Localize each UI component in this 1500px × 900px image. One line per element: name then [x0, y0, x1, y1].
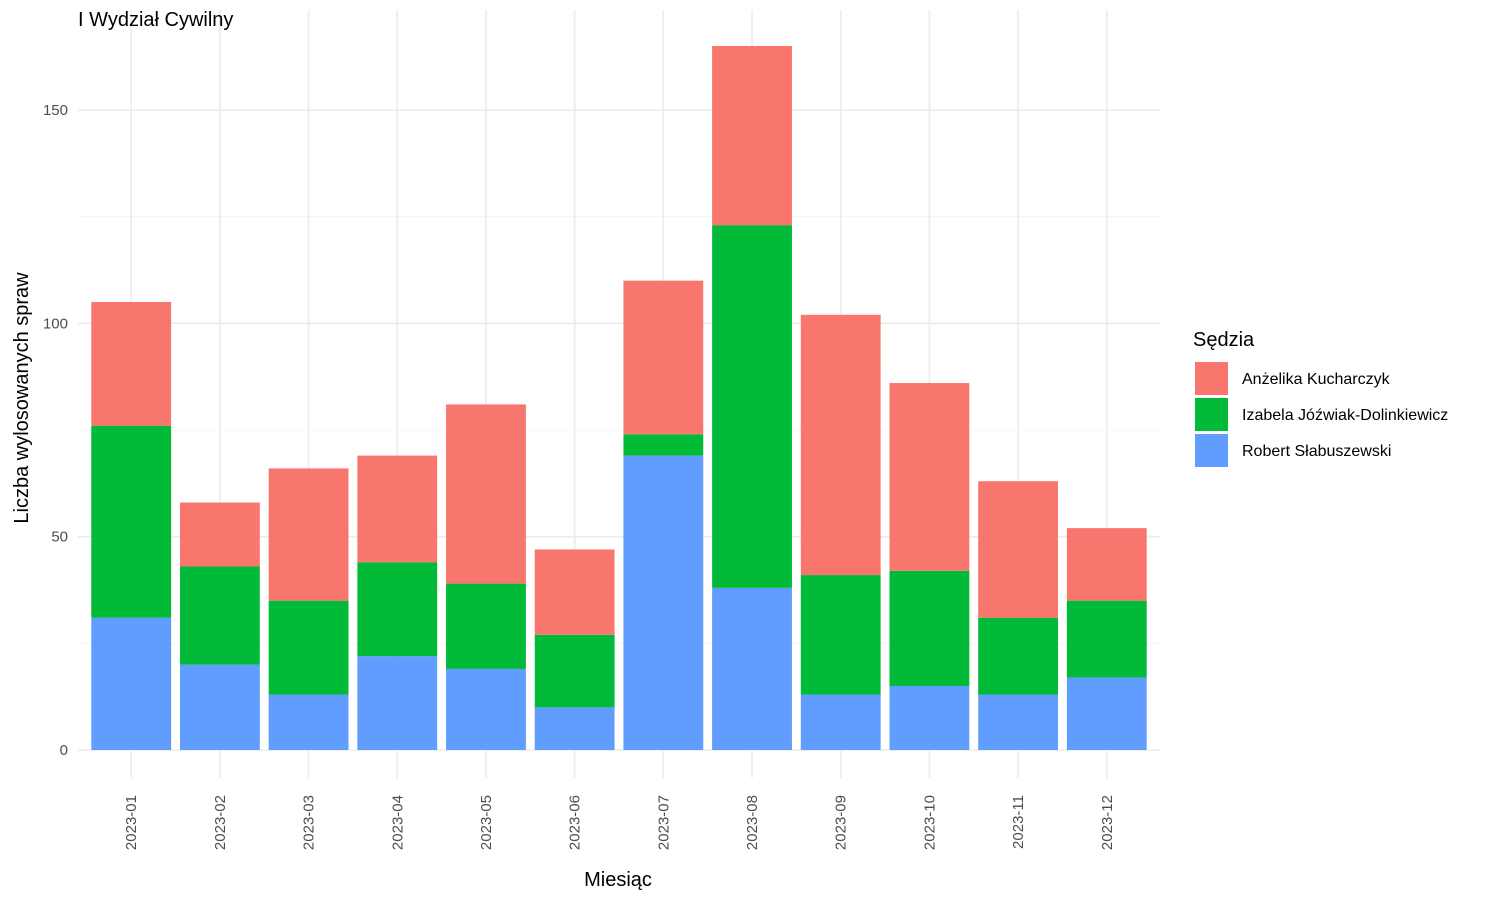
bar-segment — [978, 481, 1059, 618]
bar-segment — [889, 383, 970, 571]
bar-segment — [712, 587, 792, 750]
legend-label: Anżelika Kucharczyk — [1242, 371, 1391, 388]
x-tick-label: 2023-11 — [1010, 795, 1027, 849]
legend-label: Robert Słabuszewski — [1242, 443, 1391, 460]
x-axis-ticks: 2023-01 2023-02 2023-03 2023-04 2023-05 2023-… — [123, 795, 1116, 850]
bar-segment — [1066, 600, 1147, 678]
x-tick-label: 2023-05 — [478, 795, 495, 850]
bar-segment — [534, 634, 615, 708]
x-tick-label: 2023-04 — [389, 795, 406, 850]
x-tick-label: 2023-09 — [833, 795, 850, 850]
bar-segment — [357, 455, 438, 563]
bar-segment — [623, 280, 704, 435]
legend-label: Izabela Jóźwiak-Dolinkiewicz — [1242, 407, 1448, 424]
bar-segment — [978, 617, 1059, 695]
bar-segment — [1066, 528, 1147, 601]
x-tick-label: 2023-03 — [301, 795, 318, 850]
x-tick-label: 2023-12 — [1099, 795, 1116, 850]
bar-segment — [800, 314, 881, 576]
bar-segment — [91, 425, 172, 618]
bar-segment — [623, 434, 704, 456]
bar-segment — [1066, 677, 1147, 750]
legend-items: Anżelika Kucharczyk Izabela Jóźwiak-Dolin… — [1195, 362, 1448, 467]
bar-segment — [357, 562, 438, 657]
bar-segment — [91, 617, 172, 750]
bar-segment — [179, 566, 260, 665]
bar-segment — [446, 583, 526, 669]
y-axis-title: Liczba wylosowanych spraw — [11, 272, 33, 524]
x-tick-label: 2023-08 — [744, 795, 761, 850]
bar-segment — [534, 707, 615, 750]
x-tick-label: 2023-10 — [921, 795, 938, 850]
x-tick-label: 2023-01 — [123, 795, 140, 850]
bar-segment — [889, 685, 970, 750]
y-tick-label: 50 — [51, 529, 68, 546]
bar-segment — [357, 656, 438, 750]
x-tick-label: 2023-06 — [567, 795, 584, 850]
y-axis-ticks: 0 50 100 150 — [43, 102, 68, 759]
x-tick-label: 2023-02 — [212, 795, 229, 850]
bar-segment — [534, 549, 615, 635]
bar-segment — [179, 664, 260, 750]
y-tick-label: 100 — [43, 315, 68, 332]
bar-segment — [978, 694, 1059, 750]
bar-segment — [268, 468, 349, 601]
legend-key — [1195, 398, 1228, 431]
bar-segment — [623, 455, 704, 750]
x-axis-title: Miesiąc — [584, 869, 652, 891]
y-tick-label: 150 — [43, 102, 68, 119]
bar-segment — [712, 45, 792, 226]
x-tick-label: 2023-07 — [655, 795, 672, 850]
chart-title: I Wydział Cywilny — [78, 9, 233, 31]
legend: Sędzia Anżelika Kucharczyk Izabela Jóźwia… — [1193, 329, 1448, 467]
y-tick-label: 0 — [60, 742, 68, 759]
bar-segment — [179, 502, 260, 567]
bar-segment — [446, 668, 526, 750]
bar-segment — [268, 600, 349, 695]
bar-segment — [889, 570, 970, 686]
bar-segment — [800, 575, 881, 695]
bar-segment — [446, 404, 526, 584]
bar-segment — [712, 225, 792, 588]
legend-key — [1195, 362, 1228, 395]
bar-segment — [800, 694, 881, 750]
bar-segment — [91, 301, 172, 426]
legend-key — [1195, 434, 1228, 467]
legend-title: Sędzia — [1193, 329, 1255, 351]
bars — [91, 45, 1147, 750]
bar-segment — [268, 694, 349, 750]
